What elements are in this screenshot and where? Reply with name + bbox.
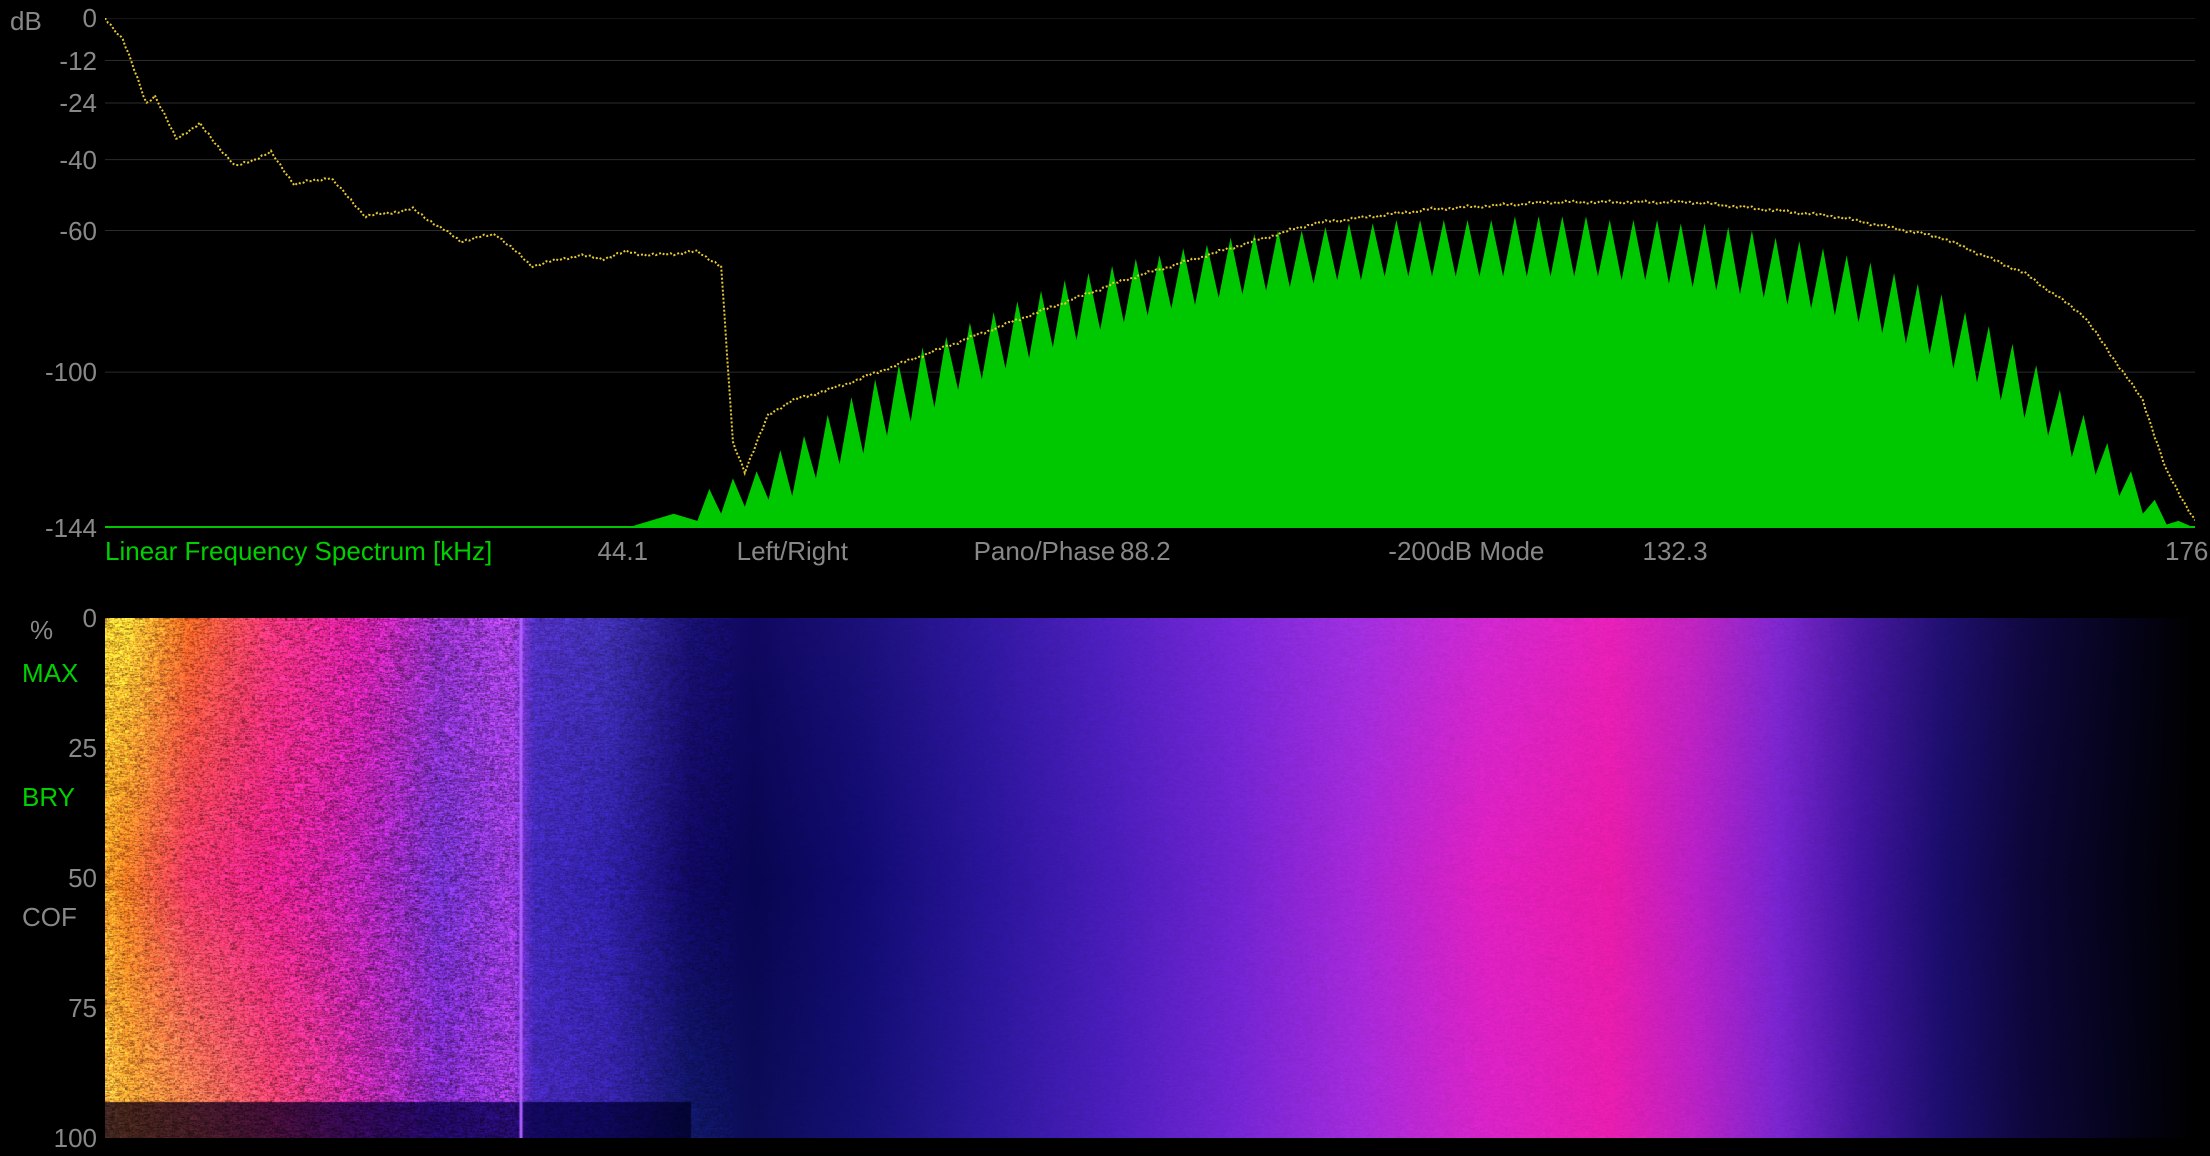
spectrum-ytick: -60 — [17, 216, 97, 247]
spectrum-ytick: -24 — [17, 88, 97, 119]
spectrogram-side-label[interactable]: BRY — [22, 782, 75, 813]
spectrogram-ytick: 75 — [17, 993, 97, 1024]
spectrum-xtick: 88.2 — [1120, 536, 1171, 567]
spectrum-ytick: -100 — [17, 357, 97, 388]
spectrogram-panel: % 0255075100 MAXBRYCOF — [0, 615, 2210, 1140]
spectrum-mode-label[interactable]: Left/Right — [737, 536, 848, 567]
spectrogram-ytick: 50 — [17, 863, 97, 894]
spectrum-mode-label[interactable]: Pano/Phase — [974, 536, 1116, 567]
spectrum-ytick: -40 — [17, 145, 97, 176]
spectrum-ytick: 0 — [17, 3, 97, 34]
spectrogram-side-label[interactable]: MAX — [22, 658, 78, 689]
spectrum-title[interactable]: Linear Frequency Spectrum [kHz] — [105, 536, 492, 567]
spectrum-xtick: 176.4 — [2165, 536, 2210, 567]
spectrum-plot[interactable] — [105, 18, 2195, 528]
spectrum-panel: dB 0-12-24-40-60-100-144 44.188.2132.317… — [0, 0, 2210, 570]
spectrogram-ytick: 25 — [17, 733, 97, 764]
spectrogram-plot[interactable] — [105, 618, 2195, 1138]
spectrum-xtick: 132.3 — [1643, 536, 1708, 567]
spectrum-mode-label[interactable]: -200dB Mode — [1388, 536, 1544, 567]
spectrum-ytick: -12 — [17, 46, 97, 77]
spectrum-xtick: 44.1 — [598, 536, 649, 567]
spectrogram-side-label[interactable]: COF — [22, 902, 77, 933]
spectrogram-ytick: 0 — [17, 603, 97, 634]
spectrogram-ytick: 100 — [17, 1123, 97, 1154]
